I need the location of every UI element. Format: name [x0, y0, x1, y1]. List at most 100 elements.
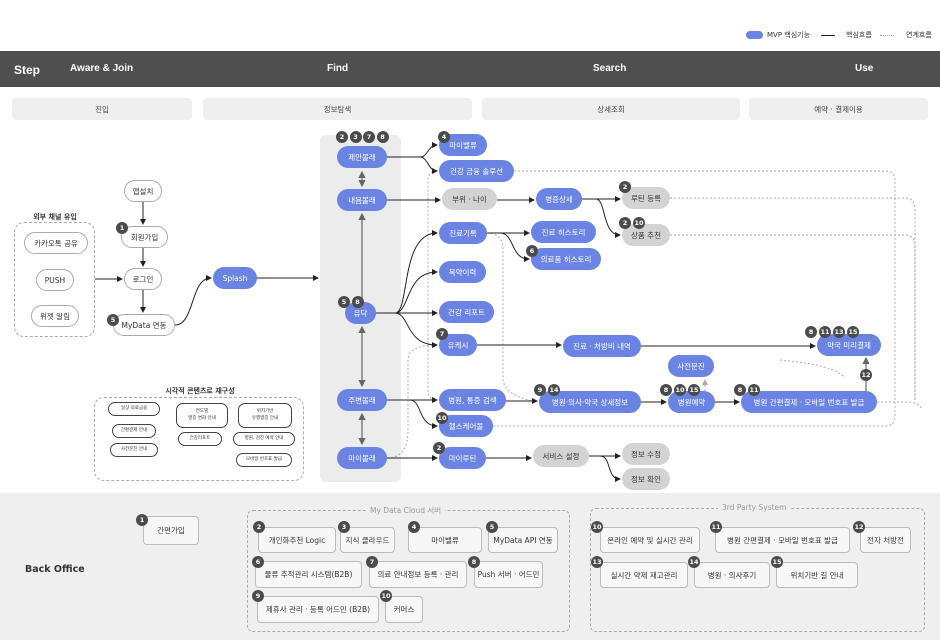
number-badge: 10 — [591, 521, 603, 533]
number-badge: 5 — [486, 521, 498, 533]
backoffice-box-b2: 개인화추천 Logic — [258, 527, 336, 553]
node-med-hist[interactable]: 의료품 히스토리 — [531, 248, 601, 270]
number-badge: 13 — [833, 326, 845, 338]
node-my[interactable]: 마이볼래 — [337, 447, 387, 469]
core-flow-lines — [95, 142, 816, 482]
number-badge: 1 — [116, 222, 128, 234]
node-pay[interactable]: 병원 간편결제 · 모바일 번호표 발급 — [741, 391, 877, 413]
number-badge: 8 — [734, 384, 746, 396]
node-pharmacy[interactable]: 약국 미리결제 — [817, 334, 881, 356]
number-badge: 2 — [619, 217, 631, 229]
backoffice-box-b6: 물류 추적관리 시스템(B2B) — [255, 561, 362, 588]
number-badge: 13 — [591, 556, 603, 568]
number-badge: 15 — [847, 326, 859, 338]
number-badge: 2 — [619, 181, 631, 193]
node-body[interactable]: 내몸볼래 — [337, 189, 387, 211]
number-badge: 7 — [366, 556, 378, 568]
stage-search: Search — [593, 63, 627, 74]
legend-mvp-label: MVP 핵심기능 — [767, 31, 811, 39]
third-party-label: 3rd Party System — [718, 503, 791, 512]
node-myvalue[interactable]: 마이밸류 — [439, 134, 487, 156]
number-badge: 11 — [710, 521, 722, 533]
node-bill[interactable]: 진료 · 처방비 내역 — [563, 335, 641, 357]
backoffice-box-b3: 지식 클라우드 — [340, 527, 395, 553]
node-part[interactable]: 부위 · 나이 — [442, 188, 497, 210]
backoffice-box-b9: 제휴사 관리 · 등록 어드민 (B2B) — [257, 596, 379, 623]
visual-item-v5: 건강리포트 — [178, 432, 222, 446]
node-record[interactable]: 진료기록 — [439, 222, 487, 244]
number-badge: 8 — [376, 131, 389, 143]
node-rec-hist[interactable]: 진료 히스토리 — [531, 221, 596, 243]
node-dosage[interactable]: 복약이력 — [439, 261, 486, 283]
node-detail[interactable]: 병원·의사·약국 상세정보 — [539, 391, 641, 413]
number-badge: 3 — [338, 521, 350, 533]
subheader-detail: 상세조회 — [482, 98, 740, 120]
node-suggest[interactable]: 제안볼래 — [337, 146, 387, 168]
number-badge: 12 — [860, 369, 872, 381]
node-routine[interactable]: 루틴 등록 — [622, 187, 670, 209]
node-product[interactable]: 상품 추천 — [622, 224, 670, 246]
node-mall[interactable]: 헬스케어몰 — [439, 415, 493, 437]
node-kakao[interactable]: 카카오톡 공유 — [24, 232, 88, 254]
number-badge: 8 — [351, 296, 364, 308]
legend: MVP 핵심기능 핵심흐름 연계흐름 — [746, 30, 940, 42]
menu-links — [358, 170, 870, 446]
number-badge: 4 — [408, 521, 420, 533]
number-badge: 6 — [526, 245, 538, 257]
number-badge: 5 — [338, 296, 350, 308]
node-edit[interactable]: 정보 수정 — [622, 443, 670, 465]
node-widget[interactable]: 위젯 알림 — [31, 305, 79, 327]
backoffice-box-b10: 커머스 — [385, 596, 423, 623]
node-nearby[interactable]: 주변볼래 — [337, 389, 387, 411]
node-yudak[interactable]: 유닥 — [345, 302, 376, 324]
legend-core-label: 핵심흐름 — [846, 31, 872, 39]
node-confirm[interactable]: 정보 확인 — [622, 468, 670, 490]
node-report[interactable]: 건강 리포트 — [439, 301, 494, 323]
node-ucash[interactable]: 유케시 — [439, 334, 477, 356]
legend-core-line — [821, 35, 835, 36]
backoffice-box-t12: 전자 처방전 — [860, 527, 911, 553]
visual-content-group — [94, 397, 304, 481]
node-app-install[interactable]: 앱설치 — [124, 180, 162, 202]
stage-use: Use — [855, 63, 874, 74]
node-splash[interactable]: Splash — [213, 267, 257, 289]
backoffice-box-t11: 병원 간편결제 · 모바일 번호표 발급 — [715, 527, 850, 553]
node-disease[interactable]: 병증상세 — [536, 188, 582, 210]
number-badge: 10 — [436, 412, 448, 424]
visual-item-v2: 간편결제 안내 — [112, 424, 156, 438]
backoffice-box-easy-signup: 간편가입 — [143, 516, 199, 545]
node-solution[interactable]: 건강 금융 솔루션 — [439, 160, 514, 182]
visual-item-v3: 사전문진 안내 — [110, 443, 158, 457]
node-push[interactable]: PUSH — [36, 269, 74, 291]
number-badge: 5 — [107, 314, 119, 326]
external-channel-group — [14, 222, 95, 337]
node-questionnaire[interactable]: 사전문진 — [668, 355, 714, 377]
number-badge: 4 — [438, 131, 450, 143]
backoffice-box-t13: 실시간 약제 재고관리 — [600, 562, 688, 588]
number-badge: 8 — [468, 556, 480, 568]
node-signup[interactable]: 회원가입 — [121, 226, 168, 248]
subheader-use: 예약 · 결제이용 — [749, 98, 928, 120]
backoffice-title: Back Office — [25, 564, 85, 575]
backoffice-box-b5: MyData API 연동 — [488, 527, 558, 553]
legend-link-label: 연계흐름 — [906, 31, 932, 39]
backoffice-box-t15: 위치기반 길 안내 — [776, 562, 858, 588]
node-reserve[interactable]: 병원예약 — [668, 391, 715, 413]
node-mydata[interactable]: MyData 연동 — [113, 314, 175, 336]
visual-content-label: 시각적 콘텐츠로 재구성 — [165, 387, 235, 395]
number-badge: 1 — [136, 514, 148, 526]
number-badge: 12 — [853, 521, 865, 533]
number-badge: 2 — [336, 131, 348, 143]
subheader-entry: 진입 — [12, 98, 192, 120]
number-badge: 14 — [548, 384, 560, 396]
number-badge: 11 — [819, 326, 831, 338]
backoffice-box-b4: 마이밸류 — [408, 527, 482, 553]
number-badge: 9 — [252, 590, 264, 602]
node-login[interactable]: 로그인 — [124, 268, 162, 290]
node-settings[interactable]: 서비스 설정 — [533, 445, 589, 467]
visual-item-v7: 병원, 검진 예약 안내 — [233, 432, 295, 446]
node-myroutine[interactable]: 마이루틴 — [439, 447, 486, 469]
number-badge: 7 — [436, 328, 448, 340]
node-search[interactable]: 병원, 통증 검색 — [439, 389, 506, 411]
